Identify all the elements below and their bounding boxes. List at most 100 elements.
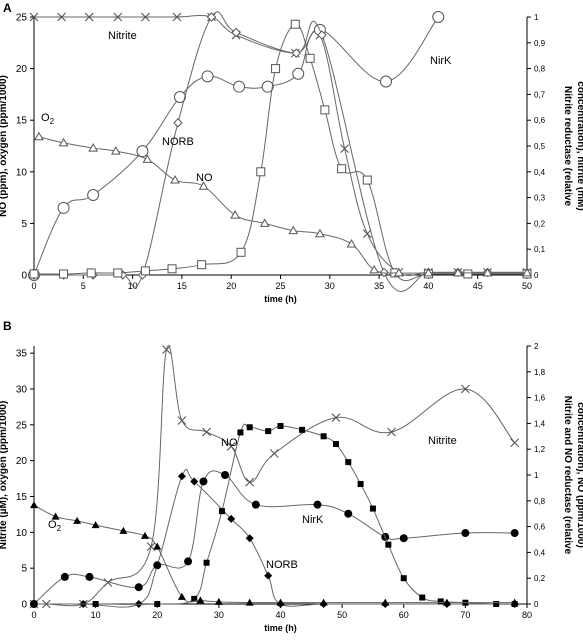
y2-axis-label-line2: concentration), NO (ppm/1000) [575,402,583,548]
point-no [191,595,198,602]
point-nitrite [84,12,94,22]
annotation-no: NO [221,437,238,449]
x-tick-label: 60 [399,610,409,620]
point-nirk [461,529,470,538]
y-tick-label: 15 [16,492,28,503]
point-nitrite [245,477,255,487]
y-axis-label: NO (ppm), oxygen (ppm/1000) [0,75,9,217]
x-tick-label: 20 [152,610,162,620]
y-tick-label: 35 [16,349,28,360]
point-norb [190,477,199,486]
point-o2 [522,267,532,277]
series-no [31,422,518,607]
point-no [305,53,315,63]
point-nitrite [162,345,171,354]
point-o2 [34,131,44,141]
x-tick-label: 70 [460,610,470,620]
point-norb [264,571,273,580]
y-tick-label: 20 [16,64,28,75]
point-no [332,441,339,448]
point-nitrite [113,12,123,22]
point-nitrite [103,578,113,587]
point-norb [231,27,241,38]
point-nirk [85,572,94,581]
point-o2 [230,210,241,219]
series-nirk [30,470,519,608]
series-nitrite [29,12,532,277]
point-o2 [288,225,299,235]
point-no [345,459,352,466]
x-tick-label: 40 [423,281,433,291]
annotation-nitrite: Nitrite [428,435,457,447]
y2-tick-label: 0,4 [534,548,546,557]
x-tick-label: 10 [91,610,101,620]
point-norb [206,12,217,22]
panel-label: B [3,319,12,333]
point-nirk [87,189,100,202]
point-no [299,426,306,433]
y2-tick-label: 0,8 [534,65,546,74]
point-o2 [177,592,186,600]
y2-tick-label: 0,8 [534,497,546,506]
annotation-norb: NORB [266,559,298,571]
point-nirk [184,557,193,566]
point-o2 [315,228,325,238]
point-nitrite [29,12,39,22]
point-no [320,105,330,115]
x-axis-label: time (h) [264,294,297,304]
point-o2 [245,598,254,606]
point-no [362,175,372,185]
point-no [154,601,161,607]
point-nitrite [141,12,150,22]
point-nirk [60,572,69,581]
point-o2 [369,264,380,274]
point-nirk [432,11,445,23]
point-nirk [251,500,260,509]
point-nirk [199,477,208,486]
point-no [197,260,207,270]
point-nitrite [202,427,211,437]
y2-tick-label: 0,6 [534,116,546,125]
y2-tick-label: 0,9 [534,39,546,48]
point-no [419,594,426,601]
point-nirk [313,500,322,509]
point-o2 [58,137,69,147]
point-nirk [380,75,393,88]
series-nirk [28,11,445,281]
series-line-o2 [33,504,515,604]
y-tick-label: 5 [21,219,27,230]
y2-tick-label: 0,3 [534,194,546,203]
point-nirk [510,529,519,538]
y-tick-label: 10 [16,528,28,539]
y2-axis-label-line1: Nitrite reductase (relative [562,86,573,206]
point-o2 [91,521,100,529]
point-o2 [482,267,493,277]
point-o2 [214,597,223,605]
point-no [246,424,253,431]
point-no [277,422,284,429]
series-line-no [34,423,515,605]
point-o2 [442,598,451,606]
y-tick-label: 25 [16,13,28,24]
point-no [320,433,327,440]
point-o2 [30,501,38,509]
y2-tick-label: 0,2 [534,219,546,228]
x-tick-label: 20 [226,281,236,291]
series-line-no [33,23,527,282]
y2-tick-label: 1 [534,13,539,22]
y-tick-label: 30 [16,385,28,396]
point-no [167,264,177,274]
annotation-nitrite: Nitrite [108,30,137,42]
x-tick-label: 30 [214,610,224,620]
point-nitrite [340,144,349,153]
point-no [113,268,123,278]
point-no [463,269,473,279]
point-nitrite [362,229,372,239]
point-norb [177,472,186,481]
y2-axis-label-line2: concentration), nitrite (mM) [575,81,583,210]
point-nirk [261,80,274,93]
point-no [290,19,300,29]
y2-axis-label-line1: Nitrite and NO reductase (relative [562,396,573,555]
y-tick-label: 15 [16,116,28,127]
